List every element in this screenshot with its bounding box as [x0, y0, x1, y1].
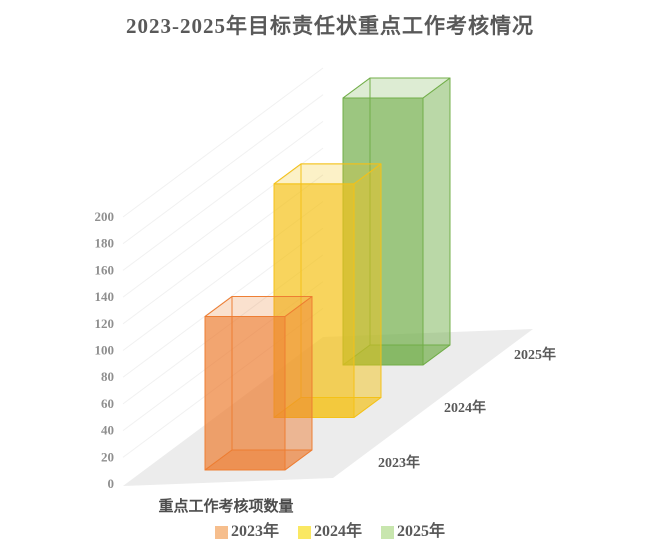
y-tick-label: 60 [101, 396, 114, 411]
chart-title: 2023-2025年目标责任状重点工作考核情况 [126, 14, 534, 38]
bar-face-front [204, 315, 286, 471]
y-axis-ticks: 0 20 40 60 80 100 120 140 160 180 200 [95, 209, 115, 491]
legend-swatch-icon [381, 525, 394, 539]
legend-label: 2024年 [313, 523, 362, 540]
y-tick-label: 0 [108, 476, 115, 491]
legend-swatch-icon [297, 525, 311, 539]
y-tick-label: 180 [95, 236, 115, 251]
bar-face-right [353, 163, 382, 418]
bar-face-right [284, 295, 313, 471]
y-tick-label: 40 [101, 423, 114, 438]
gridline [122, 94, 324, 245]
gridline [122, 147, 324, 298]
y-tick-label: 140 [95, 289, 115, 304]
y-tick-label: 100 [95, 343, 115, 358]
depth-axis-label-2024年: 2024年 [444, 399, 486, 416]
y-tick-label: 20 [101, 449, 114, 464]
depth-axis-label-2025年: 2025年 [514, 346, 556, 363]
legend-item-2024年[interactable]: 2024年 [297, 523, 362, 540]
legend-label: 2025年 [397, 523, 446, 540]
y-tick-label: 80 [101, 369, 114, 384]
bar-face-front [273, 183, 355, 418]
bar-2024年[interactable] [273, 163, 382, 418]
bar-face-right [422, 77, 451, 366]
y-tick-label: 120 [95, 316, 115, 331]
legend-item-2023年[interactable]: 2023年 [214, 523, 279, 540]
gridline [122, 67, 324, 218]
depth-axis-label-2023年: 2023年 [378, 454, 420, 471]
chart-legend: 2023年 2024年 2025年 [0, 524, 660, 540]
y-tick-label: 200 [95, 209, 115, 224]
bar-2025年[interactable] [342, 77, 451, 366]
legend-item-2025年[interactable]: 2025年 [381, 524, 445, 540]
legend-swatch-icon [214, 525, 228, 539]
bar-2023年[interactable] [204, 295, 313, 471]
legend-label: 2023年 [230, 523, 279, 540]
x-axis-category-label: 重点工作考核项数量 [158, 497, 293, 515]
y-tick-label: 160 [95, 262, 115, 277]
gridline [122, 120, 324, 271]
